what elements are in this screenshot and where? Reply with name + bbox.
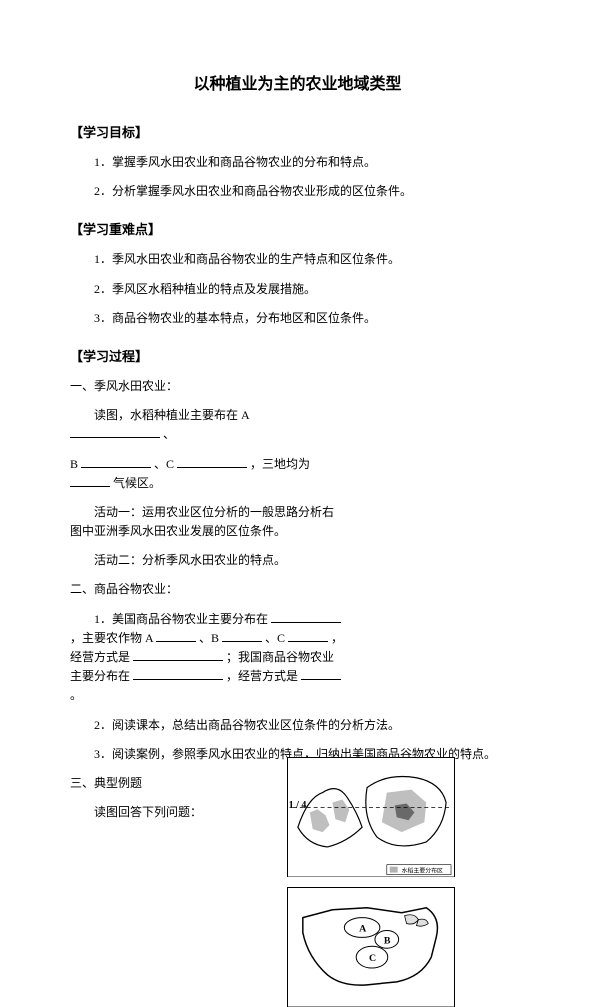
- section-process-header: 【学习过程】: [70, 346, 525, 365]
- blank-dist[interactable]: [271, 611, 341, 623]
- blank-crop-a[interactable]: [156, 630, 196, 642]
- svg-text:C: C: [369, 953, 376, 964]
- p2l1h: 。: [70, 688, 82, 702]
- p1l2b: 、C: [154, 457, 174, 471]
- p2l1b: ，主要农作物 A: [70, 631, 153, 645]
- asia-map-svg: 水稻主要分布区: [288, 758, 454, 877]
- part2-line2: 2．阅读课本，总结出商品谷物农业区位条件的分析方法。: [70, 716, 525, 735]
- p1l2c: ，三地均为: [250, 457, 310, 471]
- blank-mode1[interactable]: [133, 649, 223, 661]
- p1l2a: B: [70, 457, 78, 471]
- p1l2d: 气候区。: [113, 476, 161, 490]
- part1-line3: 活动一：运用农业区位分析的一般思路分析右图中亚洲季风水田农业发展的区位条件。: [70, 503, 345, 541]
- part2-heading: 二、商品谷物农业：: [70, 580, 345, 599]
- blank-b[interactable]: [81, 456, 151, 468]
- svg-text:A: A: [359, 923, 367, 934]
- part1-line2: B 、C ，三地均为 气候区。: [70, 455, 345, 493]
- part1-line4: 活动二：分析季风水田农业的特点。: [70, 551, 345, 570]
- part1-line1: 读图，水稻种植业主要布在 A 、: [70, 406, 345, 444]
- blank-cn-dist[interactable]: [133, 668, 223, 680]
- p2l1g: ，经营方式是: [226, 669, 298, 683]
- page-number: 1 / 4: [0, 800, 595, 811]
- blank-c[interactable]: [177, 456, 247, 468]
- goals-item-2: 2．分析掌握季风水田农业和商品谷物农业形成的区位条件。: [70, 182, 525, 201]
- blank-climate[interactable]: [70, 475, 110, 487]
- diff-item-2: 2．季风区水稻种植业的特点及发展措施。: [70, 280, 525, 299]
- part2-line1: 1．美国商品谷物农业主要分布在 ，主要农作物 A 、B 、C ，经营方式是 ；我…: [70, 610, 345, 706]
- blank-a[interactable]: [70, 426, 160, 438]
- blank-mode2[interactable]: [301, 668, 341, 680]
- p1l1a: 读图，水稻种植业主要布在 A: [94, 408, 249, 422]
- diff-item-1: 1．季风水田农业和商品谷物农业的生产特点和区位条件。: [70, 250, 525, 269]
- page-title: 以种植业为主的农业地域类型: [70, 70, 525, 94]
- p2l1d: 、C: [265, 631, 285, 645]
- diff-item-3: 3．商品谷物农业的基本特点，分布地区和区位条件。: [70, 309, 525, 328]
- section-goals-header: 【学习目标】: [70, 122, 525, 141]
- blank-crop-c[interactable]: [288, 630, 328, 642]
- p2l1a: 1．美国商品谷物农业主要分布在: [94, 612, 268, 626]
- usa-grain-map: A B C: [287, 887, 455, 1007]
- asia-monsoon-map: 水稻主要分布区: [287, 757, 455, 877]
- section-difficulties-header: 【学习重难点】: [70, 219, 525, 238]
- goals-item-1: 1．掌握季风水田农业和商品谷物农业的分布和特点。: [70, 153, 525, 172]
- svg-text:B: B: [384, 935, 391, 946]
- p2l1c: 、B: [199, 631, 219, 645]
- svg-text:水稻主要分布区: 水稻主要分布区: [402, 867, 443, 875]
- p1l1b: 、: [163, 427, 175, 441]
- blank-crop-b[interactable]: [222, 630, 262, 642]
- usa-map-svg: A B C: [288, 888, 454, 1007]
- part1-heading: 一、季风水田农业：: [70, 377, 525, 396]
